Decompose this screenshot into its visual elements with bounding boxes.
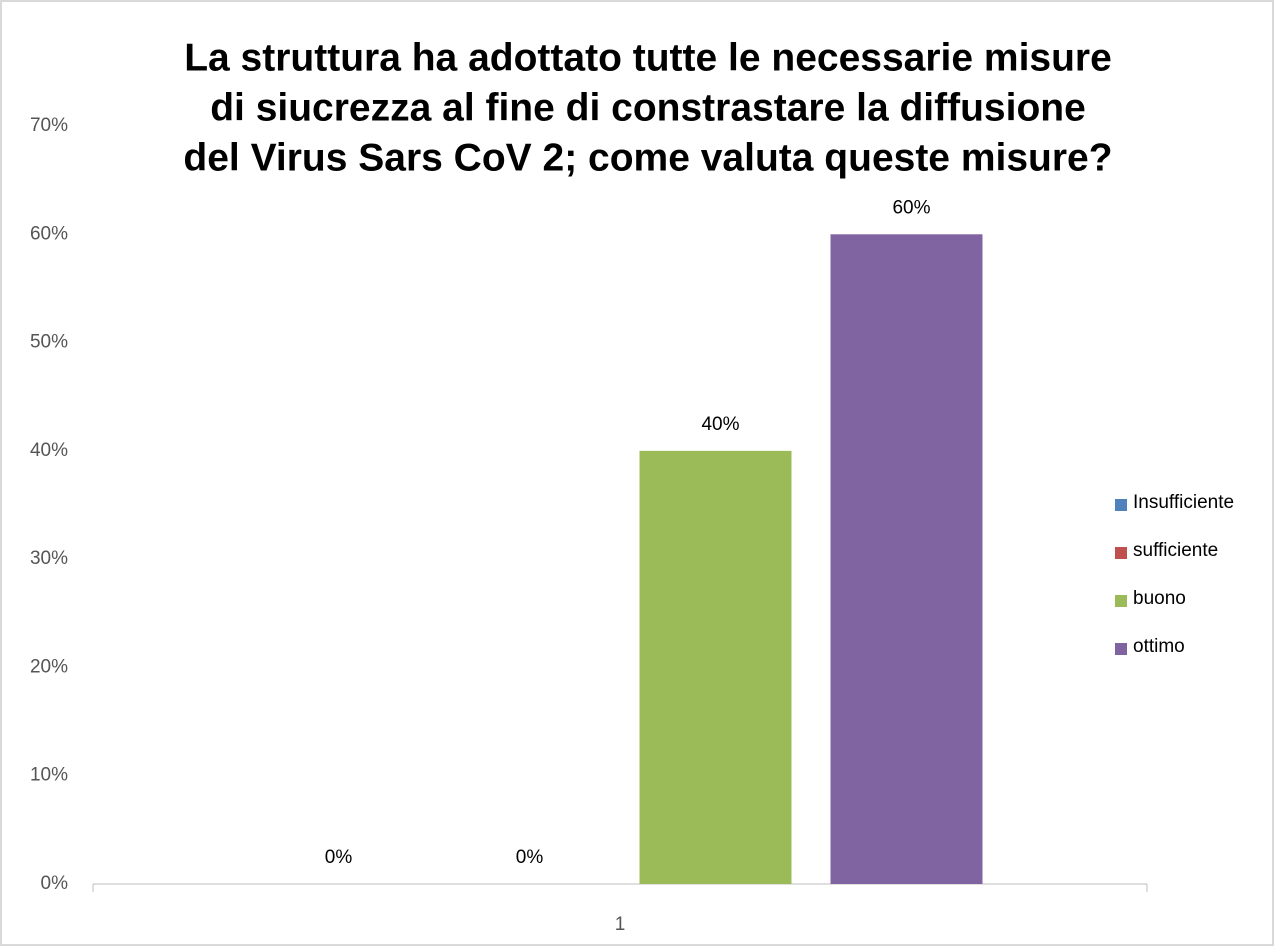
bar xyxy=(830,234,983,885)
legend-label: buono xyxy=(1133,588,1186,609)
y-tick-label: 60% xyxy=(30,223,68,244)
data-label: 40% xyxy=(701,414,739,435)
legend-label: sufficiente xyxy=(1133,540,1218,561)
chart-title: del Virus Sars CoV 2; come valuta queste… xyxy=(183,136,1112,179)
data-label: 0% xyxy=(325,847,353,868)
chart-title: La struttura ha adottato tutte le necess… xyxy=(184,36,1112,79)
y-tick-label: 70% xyxy=(30,115,68,136)
y-tick-label: 20% xyxy=(30,656,68,677)
y-tick-label: 30% xyxy=(30,548,68,569)
legend-swatch xyxy=(1115,499,1127,511)
legend-swatch xyxy=(1115,547,1127,559)
y-tick-label: 40% xyxy=(30,440,68,461)
y-tick-label: 50% xyxy=(30,332,68,353)
legend-swatch xyxy=(1115,643,1127,655)
y-tick-label: 10% xyxy=(30,765,68,786)
x-tick-label: 1 xyxy=(615,914,626,935)
data-label: 60% xyxy=(892,197,930,218)
legend-swatch xyxy=(1115,595,1127,607)
y-tick-label: 0% xyxy=(41,873,69,894)
legend-label: ottimo xyxy=(1133,636,1185,657)
bar xyxy=(639,450,792,884)
chart-title: di siucrezza al fine di constrastare la … xyxy=(210,86,1086,129)
legend-label: Insufficiente xyxy=(1133,492,1234,513)
data-label: 0% xyxy=(516,847,544,868)
